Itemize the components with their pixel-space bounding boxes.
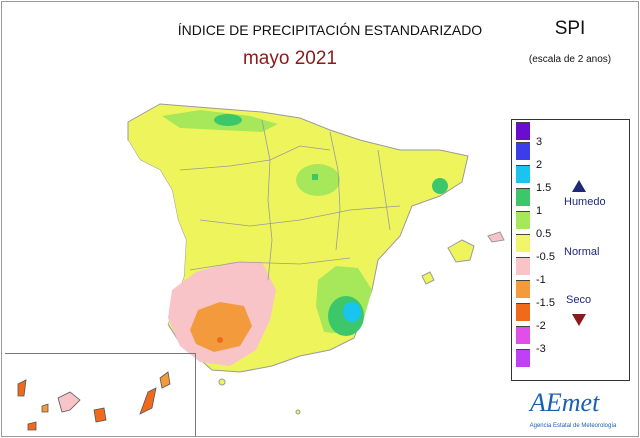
melilla (295, 409, 301, 415)
map-title: ÍNDICE DE PRECIPITACIÓN ESTANDARIZADO (177, 22, 483, 38)
canary-grancanaria (93, 407, 107, 423)
legend-swatch (516, 280, 530, 298)
canary-lanzarote (159, 371, 171, 389)
legend-tick-label: -1 (536, 274, 546, 286)
legend-tick-label: -3 (536, 343, 546, 355)
legend-tick-label: -2 (536, 320, 546, 332)
legend-tick-label: 1.5 (536, 182, 552, 194)
wet-area-cantabria (214, 114, 242, 126)
canary-lapalma (17, 379, 27, 397)
legend-tick-label: 1 (536, 205, 543, 217)
legend-normal-label: Normal (564, 246, 600, 258)
map-date: mayo 2021 (242, 48, 337, 69)
canary-elhierro (27, 421, 37, 431)
dry-area-core (190, 302, 252, 352)
portugal-area (128, 140, 186, 324)
legend-swatch (516, 234, 530, 252)
wet-area-catalonia (432, 178, 448, 194)
spi-legend: 3 2 1.5 1 0.5 -0.5 -1 -1.5 -2 -3 Humedo Normal Se… (511, 119, 630, 381)
legend-swatch (516, 257, 530, 275)
legend-swatch-top (516, 122, 530, 140)
dry-area-dot (217, 337, 223, 343)
legend-swatch (516, 188, 530, 206)
legend-swatch (516, 165, 530, 183)
legend-swatch (516, 142, 530, 160)
wet-area-murcia-core (343, 302, 361, 322)
balearic-ibiza (421, 271, 435, 285)
legend-swatch (516, 211, 530, 229)
up-triangle-icon (572, 180, 586, 192)
legend-tick-label: 0.5 (536, 228, 552, 240)
balearic-mallorca (447, 239, 475, 263)
legend-tick-label: 2 (536, 159, 543, 171)
down-triangle-icon (572, 314, 586, 326)
wet-area-center-dot (312, 174, 318, 180)
canary-tenerife (57, 391, 81, 413)
canary-fuerteventura (139, 387, 157, 415)
legend-swatch (516, 349, 530, 367)
canary-lagomera (41, 403, 49, 413)
balearic-menorca (487, 231, 505, 243)
region-borders (179, 119, 401, 281)
aemet-logo-subtitle: Agencia Estatal de Meteorología (529, 423, 617, 429)
index-name: SPI (554, 18, 586, 39)
legend-tick-label: -1.5 (536, 297, 555, 309)
legend-humid-label: Humedo (564, 196, 606, 208)
ceuta (218, 378, 226, 386)
legend-tick-label: -0.5 (536, 251, 555, 263)
legend-swatch (516, 303, 530, 321)
scale-note: (escala de 2 anos) (528, 54, 612, 65)
legend-dry-label: Seco (566, 294, 592, 306)
aemet-logo: AEmet (530, 388, 600, 417)
legend-tick-label: 3 (536, 136, 543, 148)
canary-inset-frame (5, 353, 196, 436)
legend-swatch (516, 326, 530, 344)
